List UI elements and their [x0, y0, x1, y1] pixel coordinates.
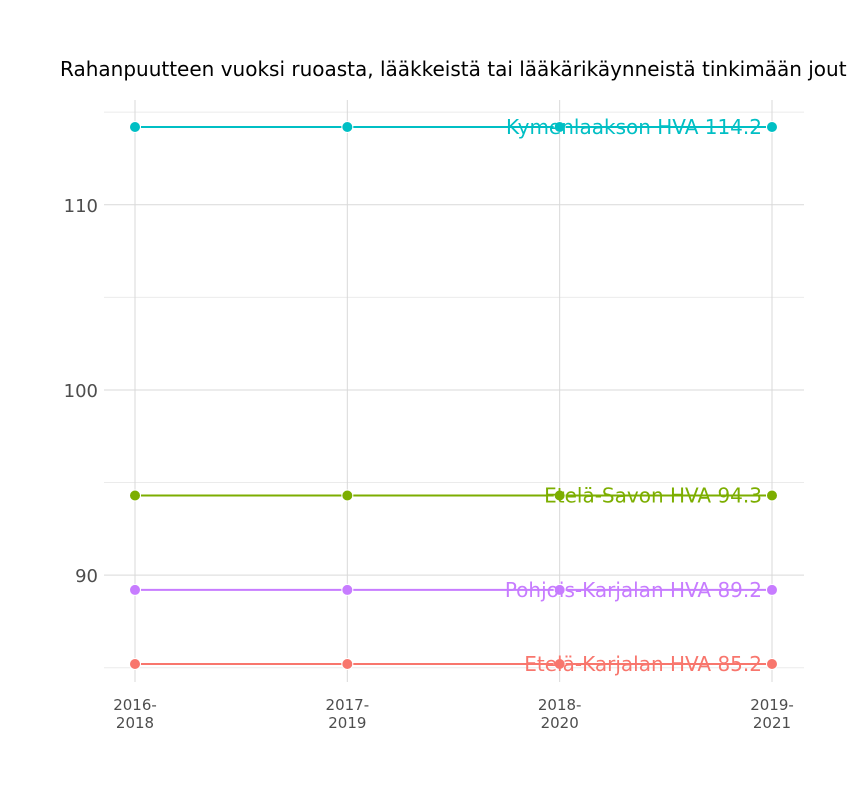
data-point	[341, 583, 354, 596]
series-end-label: Etelä-Karjalan HVA 85.2	[524, 652, 762, 676]
data-point	[553, 121, 566, 133]
data-point	[765, 658, 778, 670]
series-end-labels: Kymenlaakson HVA 114.2 Etelä-Savon HVA 94…	[505, 115, 762, 676]
data-point	[129, 583, 141, 596]
series-end-label: Kymenlaakson HVA 114.2	[506, 115, 762, 139]
data-point	[553, 583, 566, 596]
data-point	[765, 121, 778, 133]
series-end-label: Pohjois-Karjalan HVA 89.2	[505, 578, 762, 602]
data-point	[341, 658, 354, 670]
data-point	[129, 489, 141, 502]
chart-title: Rahanpuutteen vuoksi ruoasta, lääkkeistä…	[60, 57, 847, 81]
x-tick-label: 2016-2018	[113, 696, 157, 732]
x-tick-label: 2018-2020	[538, 696, 582, 732]
data-point	[553, 658, 566, 670]
data-point	[765, 489, 778, 502]
data-point	[129, 658, 141, 670]
data-point	[553, 489, 566, 502]
series-end-label: Etelä-Savon HVA 94.3	[544, 483, 762, 507]
data-point	[341, 489, 354, 502]
y-tick-label: 110	[64, 196, 98, 217]
series-lines	[129, 121, 778, 670]
data-point	[341, 121, 354, 133]
axis-ticks: 90 100 110 2016-2018 2017-2019 2018-2020 2019-…	[64, 196, 794, 732]
data-point	[765, 583, 778, 596]
x-tick-label: 2019-2021	[750, 696, 794, 732]
x-tick-label: 2017-2019	[326, 696, 370, 732]
y-tick-label: 90	[75, 566, 98, 587]
data-point	[129, 121, 141, 133]
y-tick-label: 100	[64, 381, 98, 402]
